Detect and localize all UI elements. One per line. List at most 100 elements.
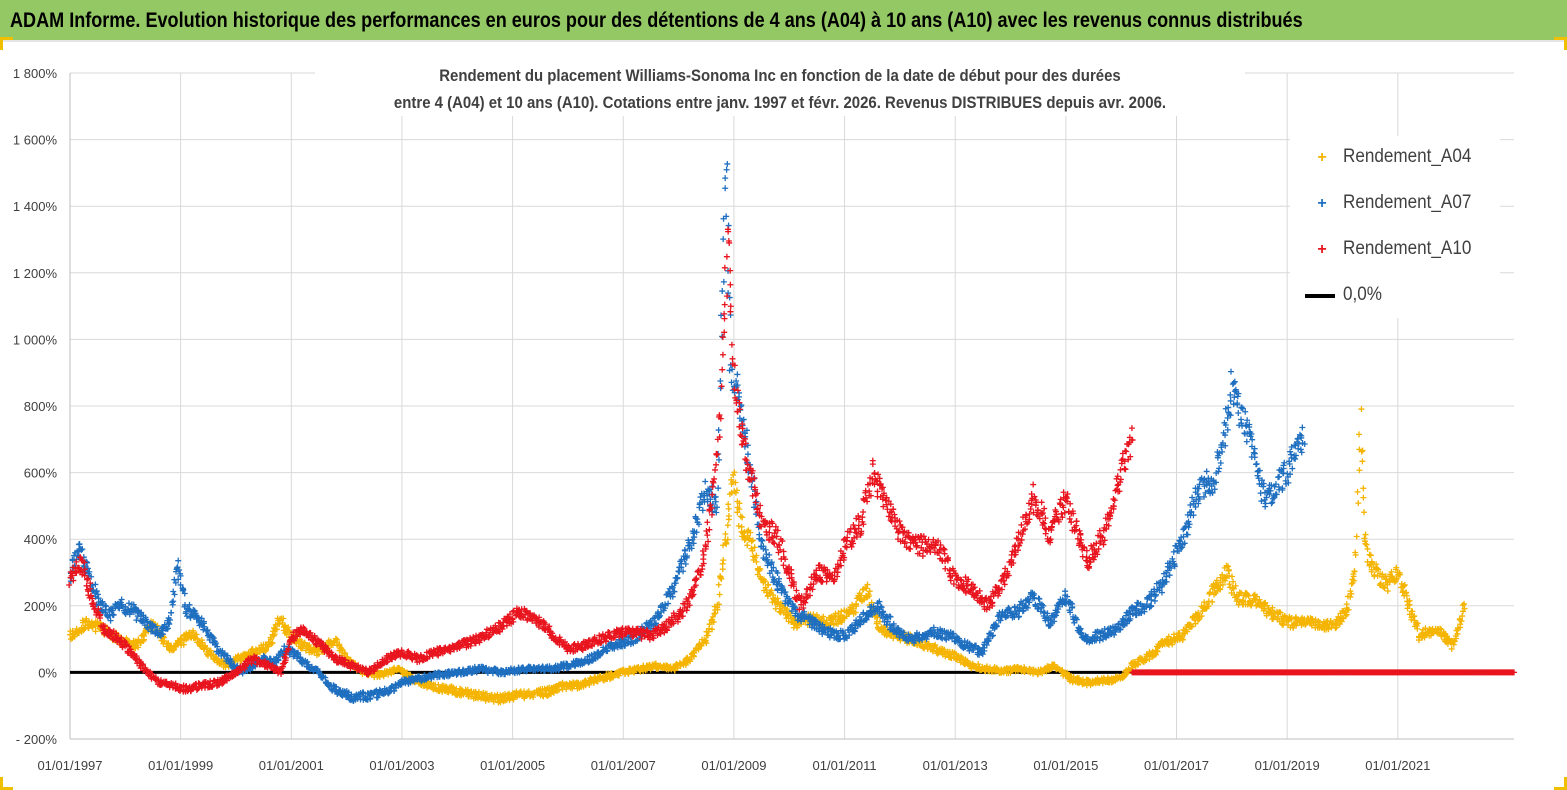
corner-marker-bottom-left [0, 777, 13, 790]
data-point-a04 [722, 531, 729, 538]
data-point-a04 [210, 651, 217, 658]
data-point-a07 [168, 609, 175, 616]
data-point-a04 [1359, 458, 1366, 465]
data-point-a07 [1243, 438, 1250, 445]
data-point-a07 [1276, 473, 1283, 480]
corner-marker-top-right [1554, 37, 1567, 50]
data-point-a04 [555, 687, 562, 694]
data-point-a07 [1292, 455, 1299, 462]
chart-series [66, 160, 1517, 706]
data-point-a04 [510, 696, 517, 703]
data-point-a04 [177, 635, 184, 642]
data-point-a04 [342, 650, 349, 657]
data-point-a04 [315, 651, 322, 658]
data-point-a07 [1253, 460, 1260, 467]
data-point-a07 [1299, 424, 1306, 431]
data-point-a04 [135, 644, 142, 651]
data-point-a04 [738, 523, 745, 530]
data-point-a04 [302, 647, 309, 654]
data-point-a04 [269, 639, 276, 646]
data-point-a07 [717, 378, 724, 385]
data-point-a04 [279, 619, 286, 626]
data-point-a04 [1355, 500, 1362, 507]
data-point-a07 [1298, 449, 1305, 456]
data-point-a07 [724, 160, 731, 167]
data-point-a07 [672, 580, 679, 587]
data-point-a04 [193, 631, 200, 638]
data-point-a04 [715, 581, 722, 588]
data-point-a04 [1351, 568, 1358, 575]
data-point-a07 [1170, 548, 1177, 555]
data-point-a04 [1364, 545, 1371, 552]
data-point-a07 [720, 236, 727, 243]
data-point-a04 [725, 512, 732, 519]
data-point-a07 [715, 427, 722, 434]
series-a07 [67, 160, 1308, 705]
corner-marker-top-left [0, 37, 13, 50]
data-point-a04 [190, 627, 197, 634]
data-point-a04 [719, 566, 726, 573]
data-point-a07 [682, 560, 689, 567]
data-point-a04 [716, 591, 723, 598]
data-point-a04 [739, 514, 746, 521]
data-point-a04 [286, 627, 293, 634]
data-point-a07 [1062, 588, 1069, 595]
data-point-a07 [1203, 468, 1210, 475]
data-point-a04 [200, 646, 207, 653]
data-point-a04 [92, 628, 99, 635]
data-point-a07 [1217, 459, 1224, 466]
data-point-a04 [86, 618, 93, 625]
data-point-a04 [1360, 485, 1367, 492]
data-point-a07 [1227, 397, 1234, 404]
data-point-a07 [1187, 501, 1194, 508]
data-point-a04 [1354, 488, 1361, 495]
data-point-a07 [744, 451, 751, 458]
data-point-a07 [753, 498, 760, 505]
data-point-a04 [450, 684, 457, 691]
data-point-a04 [1361, 509, 1368, 516]
data-point-a07 [1235, 409, 1242, 416]
data-point-a04 [735, 523, 742, 530]
data-point-a04 [1229, 573, 1236, 580]
data-point-a04 [1384, 587, 1391, 594]
data-point-a07 [718, 312, 725, 319]
data-point-a07 [170, 588, 177, 595]
data-point-a07 [171, 591, 178, 598]
data-point-a07 [1268, 500, 1275, 507]
data-point-a07 [699, 507, 706, 514]
chart-axes [69, 73, 1514, 740]
data-point-a07 [723, 166, 730, 173]
data-point-a07 [719, 288, 726, 295]
data-point-a04 [132, 645, 139, 652]
data-point-a04 [1353, 533, 1360, 540]
data-point-a04 [140, 632, 147, 639]
data-point-a04 [724, 522, 731, 529]
data-point-a07 [1216, 465, 1223, 472]
data-point-a07 [715, 485, 722, 492]
data-point-a07 [722, 175, 729, 182]
data-point-a07 [1224, 415, 1231, 422]
data-point-a04 [280, 615, 287, 622]
data-point-a04 [1366, 551, 1373, 558]
data-point-a07 [734, 371, 741, 378]
data-point-a04 [285, 624, 292, 631]
data-point-a04 [332, 635, 339, 642]
data-point-a04 [81, 625, 88, 632]
data-point-a07 [1228, 368, 1235, 375]
data-point-a04 [282, 622, 289, 629]
data-point-a04 [719, 560, 726, 567]
data-point-a04 [563, 686, 570, 693]
report-banner-title: ADAM Informe. Evolution historique des p… [10, 9, 1303, 32]
data-point-a07 [720, 278, 727, 285]
data-point-a07 [1251, 454, 1258, 461]
data-point-a04 [744, 542, 751, 549]
data-point-a04 [497, 699, 504, 706]
data-point-a04 [170, 647, 177, 654]
data-point-a04 [725, 505, 732, 512]
data-point-a04 [270, 632, 277, 639]
data-point-a04 [587, 675, 594, 682]
data-point-a04 [1360, 494, 1367, 501]
data-point-a04 [1362, 531, 1369, 538]
data-point-a07 [1288, 451, 1295, 458]
